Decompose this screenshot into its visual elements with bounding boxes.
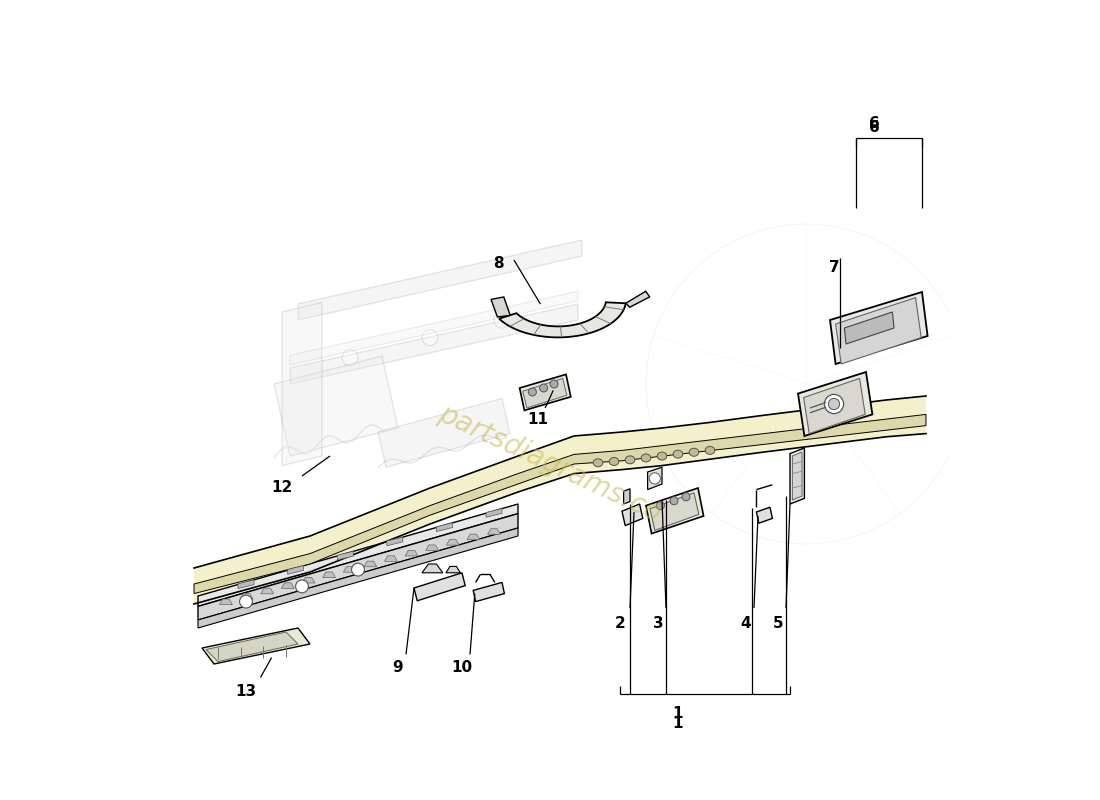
Circle shape bbox=[824, 394, 844, 414]
Polygon shape bbox=[422, 564, 443, 573]
Polygon shape bbox=[790, 448, 804, 504]
Polygon shape bbox=[282, 583, 294, 589]
Polygon shape bbox=[343, 566, 356, 572]
Text: 10: 10 bbox=[451, 661, 473, 675]
Text: 5: 5 bbox=[772, 617, 783, 631]
Polygon shape bbox=[238, 580, 254, 589]
Ellipse shape bbox=[690, 448, 698, 456]
Polygon shape bbox=[486, 509, 502, 518]
Polygon shape bbox=[240, 594, 253, 599]
Polygon shape bbox=[194, 414, 926, 594]
Polygon shape bbox=[491, 297, 510, 317]
Text: 6: 6 bbox=[869, 117, 879, 131]
Text: 1: 1 bbox=[673, 706, 683, 721]
Polygon shape bbox=[298, 240, 582, 320]
Polygon shape bbox=[194, 396, 926, 604]
Circle shape bbox=[657, 502, 664, 510]
Polygon shape bbox=[757, 507, 772, 523]
Text: 1: 1 bbox=[673, 717, 683, 731]
Text: 11: 11 bbox=[528, 413, 549, 427]
Polygon shape bbox=[198, 514, 518, 620]
Polygon shape bbox=[646, 488, 704, 534]
Polygon shape bbox=[426, 545, 439, 550]
Polygon shape bbox=[845, 312, 894, 344]
Circle shape bbox=[296, 580, 308, 593]
Polygon shape bbox=[792, 452, 802, 500]
Polygon shape bbox=[473, 582, 505, 602]
Polygon shape bbox=[198, 528, 518, 628]
Polygon shape bbox=[282, 302, 322, 466]
Polygon shape bbox=[220, 599, 232, 605]
Polygon shape bbox=[519, 374, 571, 410]
Polygon shape bbox=[804, 378, 866, 434]
Text: 4: 4 bbox=[740, 617, 751, 631]
Circle shape bbox=[682, 493, 690, 501]
Polygon shape bbox=[621, 504, 642, 526]
Text: 2: 2 bbox=[615, 617, 626, 631]
Polygon shape bbox=[830, 292, 927, 364]
Ellipse shape bbox=[593, 458, 603, 467]
Polygon shape bbox=[405, 550, 418, 556]
Ellipse shape bbox=[625, 456, 635, 464]
Text: 13: 13 bbox=[235, 685, 256, 699]
Polygon shape bbox=[287, 566, 304, 574]
Circle shape bbox=[528, 388, 537, 396]
Polygon shape bbox=[446, 566, 461, 573]
Polygon shape bbox=[364, 561, 376, 566]
Circle shape bbox=[670, 497, 678, 505]
Polygon shape bbox=[798, 372, 872, 436]
Text: partsdiagrams.co: partsdiagrams.co bbox=[434, 400, 666, 528]
Polygon shape bbox=[338, 551, 353, 560]
Polygon shape bbox=[648, 467, 662, 490]
Polygon shape bbox=[302, 578, 315, 583]
Circle shape bbox=[352, 563, 364, 576]
Polygon shape bbox=[290, 304, 578, 384]
Polygon shape bbox=[414, 573, 465, 601]
Polygon shape bbox=[487, 529, 500, 534]
Circle shape bbox=[494, 312, 510, 328]
Polygon shape bbox=[274, 356, 398, 456]
Polygon shape bbox=[198, 504, 518, 606]
Polygon shape bbox=[385, 556, 397, 562]
Circle shape bbox=[550, 380, 558, 388]
Polygon shape bbox=[378, 398, 510, 467]
Polygon shape bbox=[202, 628, 310, 664]
Polygon shape bbox=[387, 537, 403, 546]
Circle shape bbox=[828, 398, 839, 410]
Polygon shape bbox=[206, 632, 298, 662]
Ellipse shape bbox=[657, 452, 667, 460]
Ellipse shape bbox=[673, 450, 683, 458]
Circle shape bbox=[240, 595, 252, 608]
Text: 6: 6 bbox=[869, 121, 879, 135]
Polygon shape bbox=[626, 291, 650, 307]
Text: 8: 8 bbox=[493, 257, 504, 271]
Polygon shape bbox=[499, 302, 626, 338]
Text: 9: 9 bbox=[393, 661, 404, 675]
Text: 12: 12 bbox=[272, 481, 293, 495]
Text: 7: 7 bbox=[828, 261, 839, 275]
Polygon shape bbox=[522, 378, 566, 408]
Polygon shape bbox=[290, 291, 578, 365]
Text: 3: 3 bbox=[652, 617, 663, 631]
Ellipse shape bbox=[705, 446, 715, 454]
Polygon shape bbox=[261, 588, 274, 594]
Circle shape bbox=[540, 384, 548, 392]
Ellipse shape bbox=[609, 458, 619, 466]
Circle shape bbox=[649, 473, 660, 484]
Circle shape bbox=[422, 330, 438, 346]
Polygon shape bbox=[437, 522, 452, 531]
Polygon shape bbox=[447, 539, 459, 545]
Ellipse shape bbox=[641, 454, 651, 462]
Polygon shape bbox=[624, 489, 630, 504]
Polygon shape bbox=[836, 298, 921, 364]
Polygon shape bbox=[468, 534, 480, 540]
Polygon shape bbox=[322, 572, 335, 578]
Polygon shape bbox=[650, 493, 699, 530]
Circle shape bbox=[342, 350, 358, 366]
